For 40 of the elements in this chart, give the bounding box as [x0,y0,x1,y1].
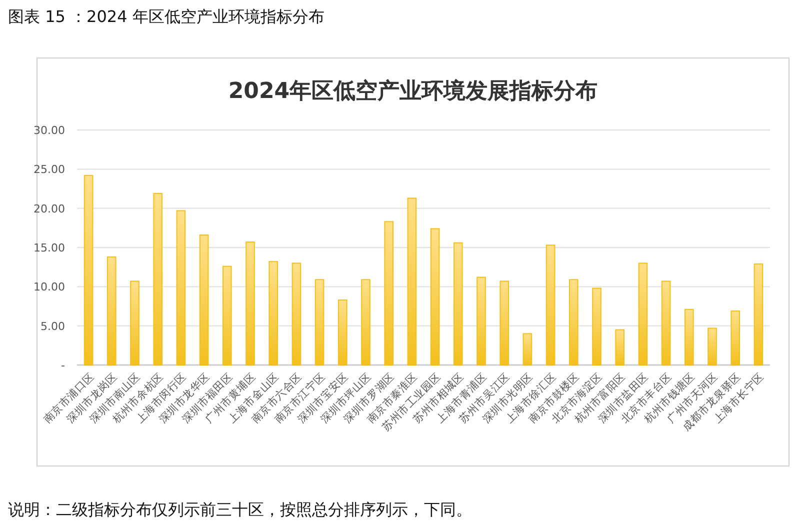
y-tick-label: - [61,359,66,372]
y-tick-label: 5.00 [40,320,65,333]
bar [684,308,694,366]
y-tick-label: 15.00 [34,242,65,254]
y-tick-label: 25.00 [34,163,65,176]
bar [615,329,625,366]
bar [176,210,186,366]
bar [754,263,764,366]
bar [500,280,510,366]
bar [568,279,578,366]
bar [314,279,324,366]
bar [661,280,671,366]
y-tick-label: 30.00 [34,124,65,137]
bar [222,266,232,366]
bar [522,333,532,366]
bar [106,256,116,366]
text: 说明：二级指标分布仅列示前三十区，按照总分排序列示，下同。 [8,500,472,519]
bar [730,310,740,366]
bar [453,242,463,366]
bar [361,279,370,366]
bar [638,262,648,366]
y-tick-label: 20.00 [34,202,65,216]
bar [430,228,440,366]
bar [592,288,602,366]
bar [246,242,255,366]
bar [338,299,348,366]
bar [546,244,556,366]
bar [268,261,278,366]
y-tick-label: 10.00 [34,280,65,294]
bar [199,234,209,366]
bar [407,198,417,366]
text: 图表 15 ：2024 年区低空产业环境指标分布 [8,7,324,26]
bar [292,262,302,366]
bar [708,328,717,366]
bar [130,280,140,366]
chart-title: 2024年区低空产业环境发展指标分布 [228,78,598,104]
bar [84,174,94,366]
bar [384,221,394,366]
bar [476,276,486,366]
bar [153,192,163,366]
